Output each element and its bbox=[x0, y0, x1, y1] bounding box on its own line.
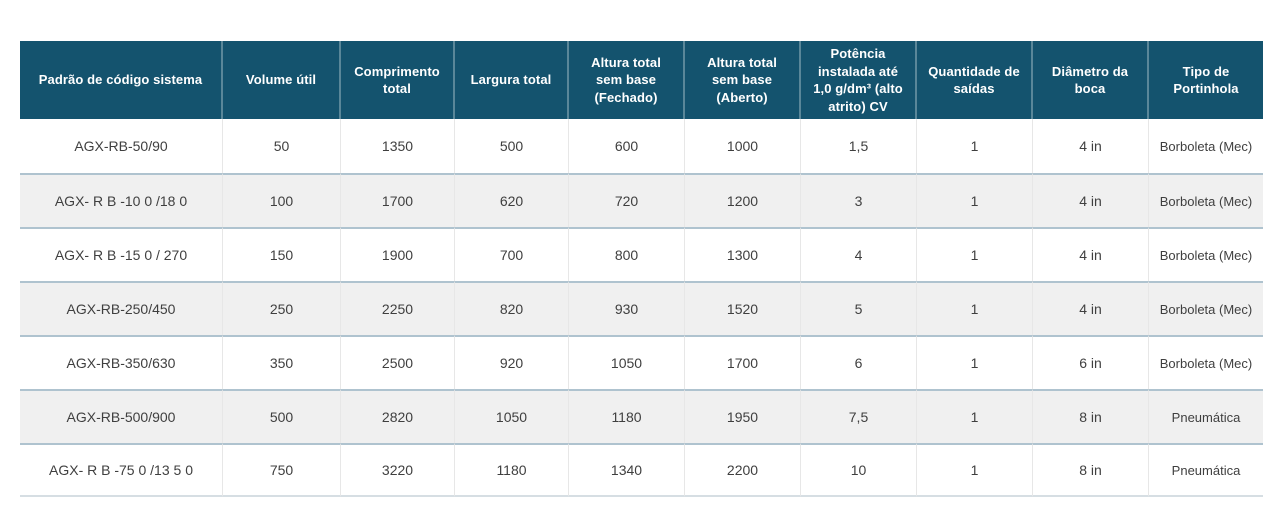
table-cell: Pneumática bbox=[1149, 389, 1263, 444]
table-row: AGX-RB-350/630 350 2500 920 1050 1700 6 … bbox=[20, 335, 1263, 390]
table-cell: 50 bbox=[223, 119, 341, 174]
table-cell: 2500 bbox=[341, 335, 455, 390]
table-cell: AGX-RB-350/630 bbox=[20, 335, 223, 390]
table-cell: 350 bbox=[223, 335, 341, 390]
table-cell: 1 bbox=[917, 443, 1033, 498]
column-header-potencia-instalada: Potência instalada até 1,0 g/dm³ (alto a… bbox=[801, 41, 917, 120]
table-cell: Borboleta (Mec) bbox=[1149, 281, 1263, 336]
table-row: AGX- R B -75 0 /13 5 0 750 3220 1180 134… bbox=[20, 443, 1263, 498]
table-cell: 5 bbox=[801, 281, 917, 336]
table-row: AGX-RB-250/450 250 2250 820 930 1520 5 1… bbox=[20, 281, 1263, 336]
table-cell: 1340 bbox=[569, 443, 685, 498]
table-cell: 1200 bbox=[685, 173, 801, 228]
table-cell: 1950 bbox=[685, 389, 801, 444]
column-header-quantidade-saidas: Quantidade de saídas bbox=[917, 41, 1033, 120]
table-cell: 1180 bbox=[569, 389, 685, 444]
table-cell: 2200 bbox=[685, 443, 801, 498]
header-row: Padrão de código sistema Volume útil Com… bbox=[20, 41, 1263, 120]
column-header-altura-aberto: Altura total sem base (Aberto) bbox=[685, 41, 801, 120]
table-cell: 600 bbox=[569, 119, 685, 174]
table-cell: 1700 bbox=[685, 335, 801, 390]
table-cell: 6 bbox=[801, 335, 917, 390]
table-cell: 1 bbox=[917, 119, 1033, 174]
table-cell: Borboleta (Mec) bbox=[1149, 227, 1263, 282]
table-cell: 1 bbox=[917, 281, 1033, 336]
table-cell: 3 bbox=[801, 173, 917, 228]
table-cell: 500 bbox=[455, 119, 569, 174]
spec-table-container: Padrão de código sistema Volume útil Com… bbox=[20, 41, 1263, 498]
table-cell: 1 bbox=[917, 335, 1033, 390]
table-cell: 820 bbox=[455, 281, 569, 336]
table-cell: 10 bbox=[801, 443, 917, 498]
column-header-largura-total: Largura total bbox=[455, 41, 569, 120]
table-cell: 150 bbox=[223, 227, 341, 282]
table-cell: 1900 bbox=[341, 227, 455, 282]
table-cell: 1300 bbox=[685, 227, 801, 282]
table-cell: Borboleta (Mec) bbox=[1149, 119, 1263, 174]
table-cell: 920 bbox=[455, 335, 569, 390]
column-header-diametro-boca: Diâmetro da boca bbox=[1033, 41, 1149, 120]
table-cell: Borboleta (Mec) bbox=[1149, 335, 1263, 390]
table-cell: AGX-RB-50/90 bbox=[20, 119, 223, 174]
table-cell: 6 in bbox=[1033, 335, 1149, 390]
table-cell: 250 bbox=[223, 281, 341, 336]
table-cell: 100 bbox=[223, 173, 341, 228]
table-cell: 4 in bbox=[1033, 227, 1149, 282]
column-header-altura-fechado: Altura total sem base (Fechado) bbox=[569, 41, 685, 120]
table-cell: 930 bbox=[569, 281, 685, 336]
table-cell: 1,5 bbox=[801, 119, 917, 174]
product-spec-table: Padrão de código sistema Volume útil Com… bbox=[20, 41, 1263, 498]
table-cell: 8 in bbox=[1033, 443, 1149, 498]
table-cell: 4 in bbox=[1033, 119, 1149, 174]
table-cell: 3220 bbox=[341, 443, 455, 498]
column-header-tipo-portinhola: Tipo de Portinhola bbox=[1149, 41, 1263, 120]
table-cell: 1050 bbox=[569, 335, 685, 390]
table-cell: 1 bbox=[917, 173, 1033, 228]
column-header-comprimento-total: Comprimento total bbox=[341, 41, 455, 120]
table-cell: 800 bbox=[569, 227, 685, 282]
table-cell: 7,5 bbox=[801, 389, 917, 444]
table-cell: 1520 bbox=[685, 281, 801, 336]
table-cell: AGX- R B -15 0 / 270 bbox=[20, 227, 223, 282]
table-cell: 2820 bbox=[341, 389, 455, 444]
table-cell: 1050 bbox=[455, 389, 569, 444]
table-row: AGX-RB-500/900 500 2820 1050 1180 1950 7… bbox=[20, 389, 1263, 444]
table-cell: AGX- R B -75 0 /13 5 0 bbox=[20, 443, 223, 498]
table-cell: 750 bbox=[223, 443, 341, 498]
table-row: AGX- R B -15 0 / 270 150 1900 700 800 13… bbox=[20, 227, 1263, 282]
table-cell: AGX-RB-250/450 bbox=[20, 281, 223, 336]
table-cell: 1 bbox=[917, 389, 1033, 444]
table-cell: Pneumática bbox=[1149, 443, 1263, 498]
table-cell: 4 in bbox=[1033, 281, 1149, 336]
table-cell: 1000 bbox=[685, 119, 801, 174]
table-cell: 500 bbox=[223, 389, 341, 444]
table-cell: AGX-RB-500/900 bbox=[20, 389, 223, 444]
table-cell: Borboleta (Mec) bbox=[1149, 173, 1263, 228]
table-cell: 1 bbox=[917, 227, 1033, 282]
table-cell: 620 bbox=[455, 173, 569, 228]
table-cell: 1700 bbox=[341, 173, 455, 228]
table-cell: 8 in bbox=[1033, 389, 1149, 444]
column-header-volume-util: Volume útil bbox=[223, 41, 341, 120]
table-cell: 2250 bbox=[341, 281, 455, 336]
table-cell: AGX- R B -10 0 /18 0 bbox=[20, 173, 223, 228]
table-row: AGX-RB-50/90 50 1350 500 600 1000 1,5 1 … bbox=[20, 119, 1263, 174]
table-cell: 720 bbox=[569, 173, 685, 228]
table-cell: 4 in bbox=[1033, 173, 1149, 228]
table-cell: 1350 bbox=[341, 119, 455, 174]
table-cell: 1180 bbox=[455, 443, 569, 498]
table-cell: 700 bbox=[455, 227, 569, 282]
table-cell: 4 bbox=[801, 227, 917, 282]
table-row: AGX- R B -10 0 /18 0 100 1700 620 720 12… bbox=[20, 173, 1263, 228]
column-header-codigo-sistema: Padrão de código sistema bbox=[20, 41, 223, 120]
